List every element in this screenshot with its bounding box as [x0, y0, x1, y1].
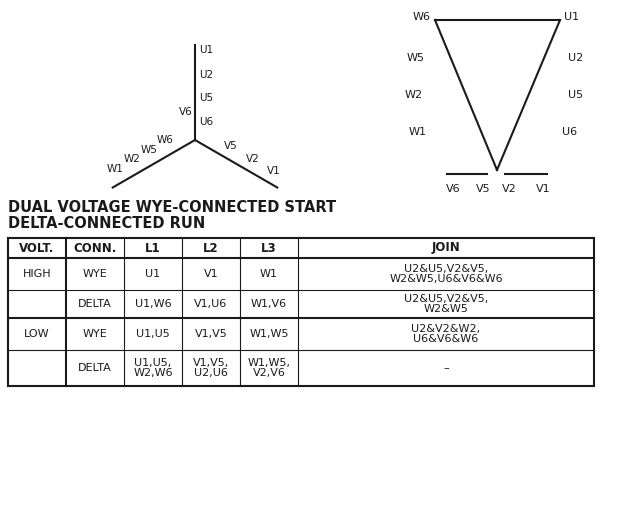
- Text: U1,U5,: U1,U5,: [134, 358, 171, 368]
- Text: V1: V1: [268, 167, 281, 176]
- Text: V1,V5: V1,V5: [195, 329, 227, 339]
- Text: U1: U1: [145, 269, 161, 279]
- Text: V2: V2: [501, 184, 517, 194]
- Text: W2&W5: W2&W5: [424, 304, 468, 314]
- Text: W6: W6: [157, 135, 174, 145]
- Text: DELTA-CONNECTED RUN: DELTA-CONNECTED RUN: [8, 216, 205, 231]
- Text: L2: L2: [203, 241, 219, 255]
- Text: L3: L3: [261, 241, 277, 255]
- Text: HIGH: HIGH: [23, 269, 52, 279]
- Text: W1: W1: [260, 269, 278, 279]
- Text: JOIN: JOIN: [432, 241, 461, 255]
- Text: DELTA: DELTA: [78, 363, 112, 373]
- Text: V5: V5: [476, 184, 490, 194]
- Text: U6: U6: [562, 127, 577, 137]
- Text: V2,V6: V2,V6: [252, 368, 285, 378]
- Text: V1: V1: [536, 184, 550, 194]
- Text: W2,W6: W2,W6: [133, 368, 173, 378]
- Text: U2&V2&W2,: U2&V2&W2,: [412, 324, 480, 334]
- Text: V1,U6: V1,U6: [194, 299, 227, 309]
- Text: WYE: WYE: [83, 329, 108, 339]
- Text: V6: V6: [446, 184, 461, 194]
- Text: U5: U5: [568, 90, 583, 100]
- Bar: [8, 238, 594, 386]
- Text: U2: U2: [199, 70, 213, 80]
- Text: W5: W5: [407, 53, 425, 63]
- Text: VOLT.: VOLT.: [19, 241, 55, 255]
- Text: DUAL VOLTAGE WYE-CONNECTED START: DUAL VOLTAGE WYE-CONNECTED START: [8, 200, 336, 215]
- Text: W1: W1: [409, 127, 427, 137]
- Text: W1,W5: W1,W5: [249, 329, 289, 339]
- Text: WYE: WYE: [83, 269, 108, 279]
- Text: U2&U5,V2&V5,: U2&U5,V2&V5,: [404, 264, 488, 274]
- Text: V1,V5,: V1,V5,: [193, 358, 229, 368]
- Text: U5: U5: [199, 93, 213, 103]
- Text: U1: U1: [564, 12, 579, 22]
- Text: W1: W1: [107, 165, 124, 174]
- Text: LOW: LOW: [24, 329, 50, 339]
- Text: W2&W5,U6&V6&W6: W2&W5,U6&V6&W6: [389, 274, 503, 284]
- Text: W6: W6: [413, 12, 431, 22]
- Text: W1,V6: W1,V6: [251, 299, 287, 309]
- Text: DELTA: DELTA: [78, 299, 112, 309]
- Text: U2&U5,V2&V5,: U2&U5,V2&V5,: [404, 294, 488, 304]
- Text: L1: L1: [145, 241, 161, 255]
- Text: V5: V5: [224, 141, 238, 152]
- Text: U6: U6: [199, 117, 213, 127]
- Text: U2,U6: U2,U6: [194, 368, 228, 378]
- Text: –: –: [443, 363, 449, 373]
- Text: V6: V6: [179, 107, 193, 117]
- Text: W5: W5: [141, 145, 157, 155]
- Text: U2: U2: [568, 53, 583, 63]
- Text: U6&V6&W6: U6&V6&W6: [413, 334, 478, 344]
- Text: CONN.: CONN.: [73, 241, 117, 255]
- Text: U1,U5: U1,U5: [136, 329, 170, 339]
- Text: V1: V1: [204, 269, 218, 279]
- Text: W2: W2: [124, 155, 141, 165]
- Text: U1,W6: U1,W6: [134, 299, 171, 309]
- Text: V2: V2: [246, 154, 260, 164]
- Text: W2: W2: [405, 90, 423, 100]
- Text: W1,W5,: W1,W5,: [248, 358, 290, 368]
- Text: U1: U1: [199, 45, 213, 55]
